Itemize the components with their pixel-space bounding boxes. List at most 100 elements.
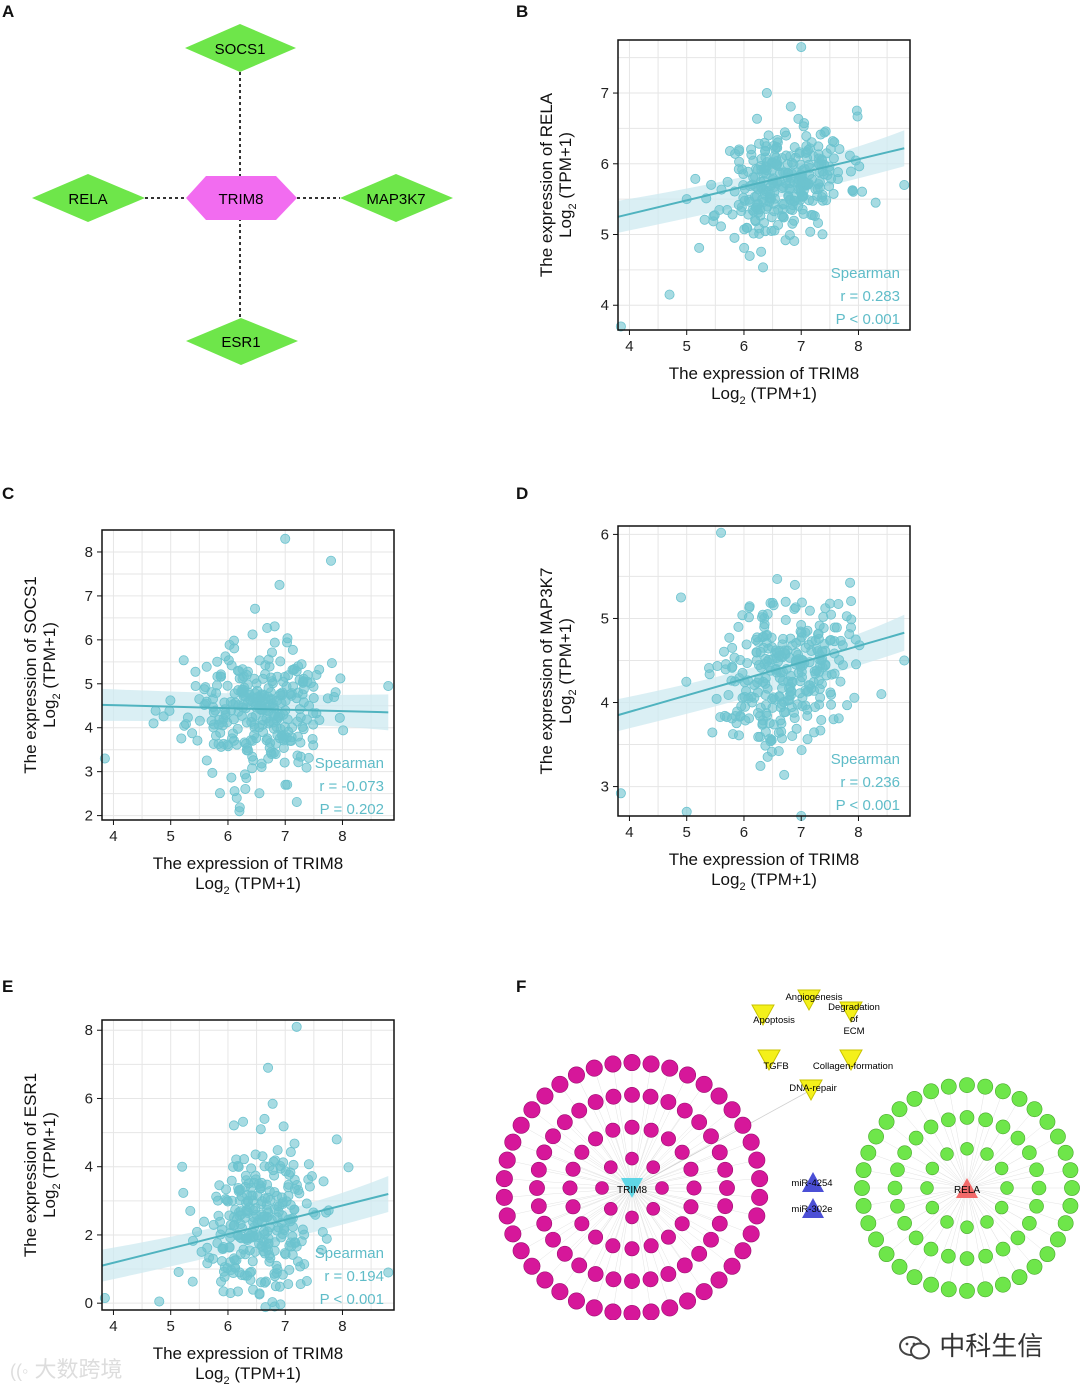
mirna-node: [868, 1231, 884, 1248]
data-point: [240, 1233, 251, 1244]
data-point: [757, 719, 768, 730]
edge-mirna: [948, 1187, 968, 1290]
data-point: [831, 622, 842, 633]
edge-mirna: [631, 1074, 688, 1189]
mirna-node: [891, 1258, 908, 1275]
regression-line: [101, 703, 389, 714]
edge-mirna: [915, 1137, 968, 1189]
data-point: [753, 660, 764, 671]
edge-mirna: [544, 1095, 633, 1189]
mirna-node: [556, 1114, 573, 1131]
edge-mirna: [595, 1101, 633, 1189]
mirna-node: [605, 1271, 622, 1288]
data-point: [150, 705, 161, 716]
data-point: [754, 138, 765, 149]
data-point: [289, 1138, 300, 1149]
data-point: [780, 596, 791, 607]
data-point: [213, 1210, 224, 1221]
data-point: [716, 527, 727, 538]
data-point: [820, 603, 831, 614]
data-point: [274, 579, 285, 590]
data-point: [727, 729, 738, 740]
data-point: [774, 646, 785, 657]
data-point: [277, 1197, 288, 1208]
logo-icon: ((◦: [10, 1361, 29, 1381]
data-point: [803, 159, 814, 170]
mirna-node: [623, 1304, 641, 1320]
mirna-node: [995, 1119, 1011, 1135]
data-point: [794, 688, 805, 699]
data-point: [272, 1145, 283, 1156]
stat-text: P = 0.202: [320, 801, 384, 818]
data-point: [228, 1220, 239, 1231]
stat-text: P < 0.001: [836, 311, 900, 328]
data-point: [834, 144, 845, 155]
node-rela: [32, 174, 145, 222]
data-point: [714, 205, 725, 216]
mirna-node: [605, 1122, 621, 1138]
data-point: [242, 1190, 253, 1201]
data-point: [793, 649, 804, 660]
edge-mirna: [572, 1168, 633, 1189]
edge-mirna: [612, 1187, 633, 1246]
mirna-node: [605, 1088, 622, 1105]
data-point: [285, 1147, 296, 1158]
mirna-node: [734, 1116, 752, 1134]
y-axis-label: The expression of SOCS1: [21, 576, 40, 773]
data-point: [269, 1187, 280, 1198]
mirna-302e-label: miR-302e: [791, 1204, 832, 1215]
data-point: [797, 204, 808, 215]
data-point: [308, 693, 319, 704]
stat-text: r = -0.073: [319, 778, 384, 795]
x-axis-unit: Log2 (TPM+1): [711, 384, 817, 407]
data-point: [781, 130, 792, 141]
data-point: [250, 1149, 261, 1160]
mirna-node: [711, 1215, 728, 1232]
plot-frame: [617, 39, 911, 331]
data-point: [719, 710, 730, 721]
x-axis-label: The expression of TRIM8: [669, 850, 860, 869]
data-point: [199, 1216, 210, 1227]
data-point: [779, 769, 790, 780]
data-point: [326, 555, 337, 566]
mirna-node: [906, 1090, 923, 1107]
data-point: [761, 88, 772, 99]
data-point: [176, 733, 187, 744]
mirna-node: [890, 1198, 905, 1214]
mirna-node: [723, 1101, 741, 1119]
data-point: [254, 1288, 265, 1299]
data-point: [797, 672, 808, 683]
mirna-node: [571, 1102, 588, 1119]
data-point: [214, 1180, 225, 1191]
data-point: [857, 186, 868, 197]
mirna-node: [623, 1054, 641, 1072]
data-point: [192, 735, 203, 746]
mirna-node: [646, 1201, 661, 1216]
data-point: [283, 726, 294, 737]
data-point: [254, 788, 265, 799]
mirna-node: [717, 1161, 734, 1178]
data-point: [299, 1259, 310, 1270]
data-point: [234, 673, 245, 684]
mirna-node: [567, 1066, 585, 1084]
edge-mirna: [930, 1091, 968, 1189]
data-point: [738, 169, 749, 180]
data-point: [306, 1171, 317, 1182]
edge-mirna: [966, 1187, 1048, 1255]
data-point: [852, 111, 863, 122]
data-point: [178, 1187, 189, 1198]
data-point: [219, 1271, 230, 1282]
data-point: [270, 1155, 281, 1166]
data-point: [250, 710, 261, 721]
data-point: [751, 647, 762, 658]
mirna-node: [1050, 1128, 1066, 1145]
data-point: [899, 179, 910, 190]
edge-mirna: [966, 1169, 1071, 1189]
mirna-node: [751, 1170, 769, 1188]
pathway-tgfb-node: [757, 1049, 781, 1072]
data-point: [712, 661, 723, 672]
mirna-node: [1022, 1215, 1037, 1231]
data-point: [264, 742, 275, 753]
edge-mirna: [579, 1187, 633, 1266]
mirna-node: [695, 1075, 713, 1093]
